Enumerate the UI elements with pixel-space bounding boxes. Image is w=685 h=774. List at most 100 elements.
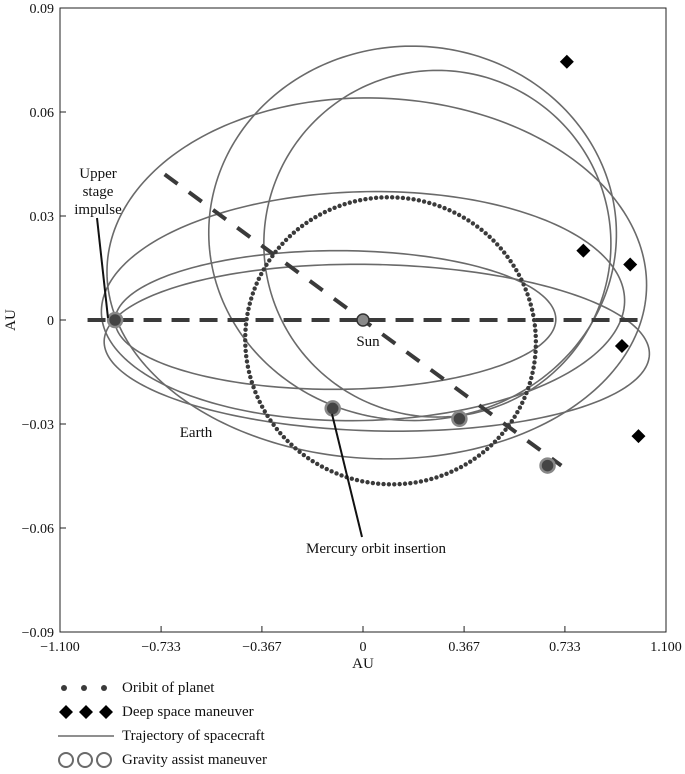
trajectory-line <box>106 97 648 460</box>
dots-icon <box>61 685 107 691</box>
orbit-dot <box>363 196 368 202</box>
orbit-dot <box>475 224 480 229</box>
orbit-dot <box>468 459 473 464</box>
orbit-dot <box>243 338 248 343</box>
orbit-dot <box>402 481 408 486</box>
x-tick-label: 1.100 <box>650 640 682 655</box>
orbit-dot <box>250 291 256 296</box>
legend-label-dsm: Deep space maneuver <box>122 703 254 720</box>
orbit-dot <box>259 404 265 409</box>
orbit-dot <box>244 359 250 364</box>
orbit-dot <box>267 258 272 263</box>
annotation-upper-pointer <box>96 217 109 319</box>
deep-space-maneuver-marker <box>576 243 591 258</box>
orbit-dot <box>243 348 248 354</box>
orbit-dot <box>505 254 510 260</box>
trajectory-line <box>100 190 626 422</box>
orbit-dot <box>527 380 533 386</box>
x-tick-label: 0.367 <box>448 640 480 655</box>
x-tick-label: 0.733 <box>549 640 581 655</box>
orbit-dot <box>514 268 519 273</box>
orbit-dot <box>442 205 447 211</box>
gravity-assist-marker <box>106 311 124 329</box>
orbit-dot <box>313 214 318 220</box>
x-axis-label: AU <box>352 656 374 672</box>
orbit-dot <box>264 262 269 268</box>
orbit-dot <box>502 250 507 255</box>
orbit-dot <box>533 328 538 333</box>
orbit-dot <box>308 217 314 223</box>
orbit-dot <box>439 473 444 478</box>
orbit-dot <box>530 312 536 318</box>
orbit-dot <box>334 471 339 476</box>
orbit-dot <box>261 267 266 272</box>
orbit-dot <box>530 370 535 376</box>
orbit-dot <box>421 199 427 204</box>
orbit-dot <box>532 323 538 328</box>
orbit-dot <box>381 481 386 487</box>
orbit-dot <box>265 413 270 419</box>
orbit-dot <box>525 292 530 297</box>
orbit-dot <box>520 400 525 406</box>
orbit-dot <box>529 375 534 381</box>
orbit-dot <box>297 449 302 454</box>
orbit-dot <box>522 395 527 401</box>
orbit-dot <box>483 231 488 236</box>
legend-item-orbit: Oribit of planet <box>56 676 476 700</box>
orbit-dot <box>329 469 334 474</box>
ticks-layer: −1.100 −0.733 −0.367 0 0.367 0.733 1.100 0.09 0.… <box>22 2 682 655</box>
orbit-dot <box>389 195 395 200</box>
orbit-dot <box>429 476 434 482</box>
orbit-dot <box>304 220 309 226</box>
sun-marker <box>356 313 370 327</box>
orbit-dot <box>512 414 517 419</box>
orbit-dot <box>301 452 307 458</box>
orbit-dot <box>349 476 354 481</box>
orbit-dot <box>337 203 342 209</box>
deep-space-maneuver-marker <box>623 257 638 272</box>
legend-label-gravity: Gravity assist maneuver <box>122 751 267 768</box>
orbit-dot <box>243 327 248 332</box>
legend-label-trajectory: Trajectory of spacecraft <box>122 727 265 744</box>
legend-label-orbit: Oribit of planet <box>122 679 215 696</box>
orbit-dot <box>283 237 289 243</box>
orbit-dot <box>255 394 260 400</box>
orbit-dot <box>508 258 513 264</box>
y-tick-label: −0.06 <box>22 522 54 537</box>
orbit-dot <box>384 195 390 200</box>
orbit-dot <box>485 446 490 452</box>
orbit-dot <box>291 230 297 235</box>
orbit-dot <box>322 209 328 215</box>
orbit-dot <box>423 478 429 483</box>
planet-orbits-layer <box>87 172 639 487</box>
orbit-dot <box>245 364 251 369</box>
orbit-dot <box>379 195 384 200</box>
orbit-dot <box>352 199 358 204</box>
orbit-dot <box>246 306 251 311</box>
orbit-dot <box>533 333 538 339</box>
orbit-dot <box>305 455 311 461</box>
x-tick-label: −0.733 <box>141 640 180 655</box>
orbit-dot <box>251 385 256 390</box>
orbit-dot <box>257 399 262 405</box>
orbit-dot <box>299 223 305 229</box>
orbit-dot <box>509 418 514 424</box>
x-tick-label: 0 <box>360 640 367 655</box>
orbit-dot <box>342 201 347 207</box>
orbit-dot <box>347 200 352 205</box>
orbit-dot <box>281 434 287 440</box>
orbit-dot <box>244 354 249 359</box>
orbit-dot <box>253 390 258 395</box>
orbit-dot <box>466 218 471 223</box>
orbit-dot <box>503 427 508 432</box>
orbit-dot <box>411 197 416 202</box>
orbit-dot <box>289 442 294 447</box>
orbit-dot <box>532 354 538 360</box>
orbit-dot <box>285 438 290 444</box>
orbit-dot <box>249 296 254 301</box>
orbit-dot <box>456 212 462 218</box>
orbit-dot <box>516 272 522 278</box>
orbit-dot <box>495 242 500 247</box>
orbit-dot <box>271 422 276 427</box>
sun-label: Sun <box>356 334 380 350</box>
